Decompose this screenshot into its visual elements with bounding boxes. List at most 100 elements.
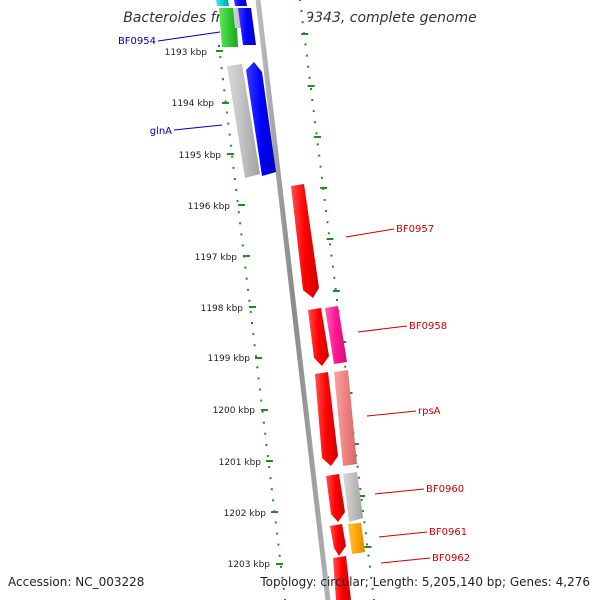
gene-feature-grey-glnA bbox=[227, 64, 260, 178]
ruler-dot bbox=[363, 521, 366, 524]
gene-feature-rpsA bbox=[315, 372, 338, 466]
ruler-dot bbox=[329, 243, 332, 246]
gene-feature-orange bbox=[348, 523, 365, 554]
ruler-dot bbox=[301, 21, 304, 24]
ruler-dot bbox=[318, 154, 321, 157]
gene-feature-green bbox=[219, 8, 238, 47]
ruler-dot bbox=[218, 45, 220, 47]
ruler-dot bbox=[262, 421, 265, 424]
ruler-dot bbox=[344, 365, 347, 368]
ruler-dot bbox=[258, 388, 261, 391]
ruler-dot bbox=[274, 521, 277, 524]
ruler-dot bbox=[311, 99, 314, 101]
ruler-dot bbox=[251, 322, 253, 324]
ruler-dot bbox=[364, 532, 367, 535]
gene-feature-BF0962 bbox=[333, 556, 351, 600]
ruler-dot bbox=[257, 377, 260, 380]
ruler-dot bbox=[359, 487, 362, 490]
ruler-dot bbox=[331, 265, 334, 268]
ruler-tick-label: 1201 kbp bbox=[219, 458, 262, 468]
ruler-dot bbox=[276, 532, 279, 535]
ruler-dot bbox=[244, 266, 247, 269]
gene-feature-cyan bbox=[216, 0, 229, 6]
ruler-dot bbox=[308, 76, 311, 79]
gene-label-BF0962: BF0962 bbox=[432, 553, 470, 564]
ruler-dot bbox=[323, 199, 326, 201]
ruler-dot bbox=[232, 166, 235, 169]
genome-backbone bbox=[255, 0, 331, 600]
gene-label-glnA: glnA bbox=[150, 126, 172, 137]
gene-feature-salmon bbox=[334, 370, 357, 466]
ruler-dot bbox=[225, 111, 228, 114]
topology-text: Topology: circular; Length: 5,205,140 bp… bbox=[260, 575, 590, 589]
ruler-dot bbox=[305, 54, 308, 57]
gene-label-BF0960: BF0960 bbox=[426, 484, 464, 495]
gene-feature-grey-BF0960 bbox=[343, 472, 363, 522]
ruler-dot bbox=[228, 133, 231, 136]
ruler-dot bbox=[245, 277, 248, 280]
ruler-dot bbox=[236, 200, 239, 203]
ruler-dot bbox=[247, 288, 249, 291]
leader-line bbox=[378, 531, 428, 538]
ruler-dot bbox=[310, 87, 312, 90]
ruler-dot bbox=[277, 543, 280, 546]
ruler-tick-label: 1203 kbp bbox=[228, 560, 271, 570]
ruler-dot bbox=[312, 110, 315, 113]
ruler-dot bbox=[261, 410, 264, 413]
ruler-dot bbox=[315, 132, 318, 135]
gene-feature-BF0957 bbox=[291, 184, 319, 298]
ruler-dot bbox=[330, 254, 333, 257]
ruler-tick-label: 1195 kbp bbox=[179, 151, 222, 161]
ruler-dot bbox=[319, 165, 322, 168]
ruler-dot bbox=[326, 221, 329, 224]
ruler-dot bbox=[367, 554, 370, 557]
ruler-dot bbox=[220, 67, 223, 70]
ruler-dot bbox=[357, 476, 360, 479]
gene-feature-BF0960 bbox=[326, 474, 345, 522]
ruler-dot bbox=[333, 276, 336, 279]
ruler-dot bbox=[239, 222, 242, 225]
ruler-tick-label: 1193 kbp bbox=[165, 48, 208, 58]
ruler-dot bbox=[280, 565, 282, 568]
ruler-dot bbox=[334, 287, 337, 290]
ruler-dot bbox=[224, 100, 227, 103]
ruler-dot bbox=[299, 0, 301, 1]
ruler-dot bbox=[362, 510, 364, 513]
ruler-dot bbox=[265, 443, 268, 446]
ruler-dot bbox=[253, 344, 256, 347]
ruler-dot bbox=[252, 333, 255, 336]
ruler-tick-label: 1197 kbp bbox=[195, 253, 238, 263]
gene-feature-magenta bbox=[325, 306, 347, 364]
gene-label-BF0957: BF0957 bbox=[396, 224, 434, 235]
ruler-dot bbox=[320, 176, 323, 179]
ruler-dot bbox=[360, 499, 363, 501]
ruler-dot bbox=[304, 43, 307, 46]
ruler-dot bbox=[269, 477, 272, 480]
ruler-dot bbox=[300, 10, 303, 13]
ruler-dot bbox=[368, 565, 371, 568]
ruler-dot bbox=[336, 299, 338, 301]
ruler-dot bbox=[264, 432, 267, 435]
leader-line bbox=[380, 557, 431, 564]
ruler-ticks: 1193 kbp 1194 kbp 1195 kbp 1196 kbp 1197… bbox=[165, 48, 283, 570]
ruler-dot bbox=[314, 121, 317, 124]
ruler-dot bbox=[370, 576, 373, 579]
gene-feature-blue-1 bbox=[238, 8, 256, 45]
ruler-dot bbox=[237, 211, 240, 214]
leader-line bbox=[157, 31, 221, 42]
ruler-dot bbox=[268, 466, 271, 468]
ruler-dot bbox=[325, 210, 327, 213]
gene-labels: BF0954 glnA BF0957 BF0958 rpsA BF0960 BF… bbox=[118, 31, 470, 564]
leader-line bbox=[366, 410, 417, 417]
gene-feature-BF0958 bbox=[308, 308, 329, 366]
ruler-tick-label: 1200 kbp bbox=[213, 406, 256, 416]
ruler-dot bbox=[316, 143, 319, 146]
gene-label-rpsA: rpsA bbox=[418, 406, 441, 417]
ruler-dot bbox=[227, 122, 230, 125]
ruler-dot bbox=[356, 465, 359, 468]
gene-features bbox=[216, 0, 365, 600]
ruler-tick-label: 1196 kbp bbox=[188, 202, 231, 212]
ruler-dot bbox=[223, 89, 226, 92]
ruler-dot bbox=[248, 299, 251, 302]
